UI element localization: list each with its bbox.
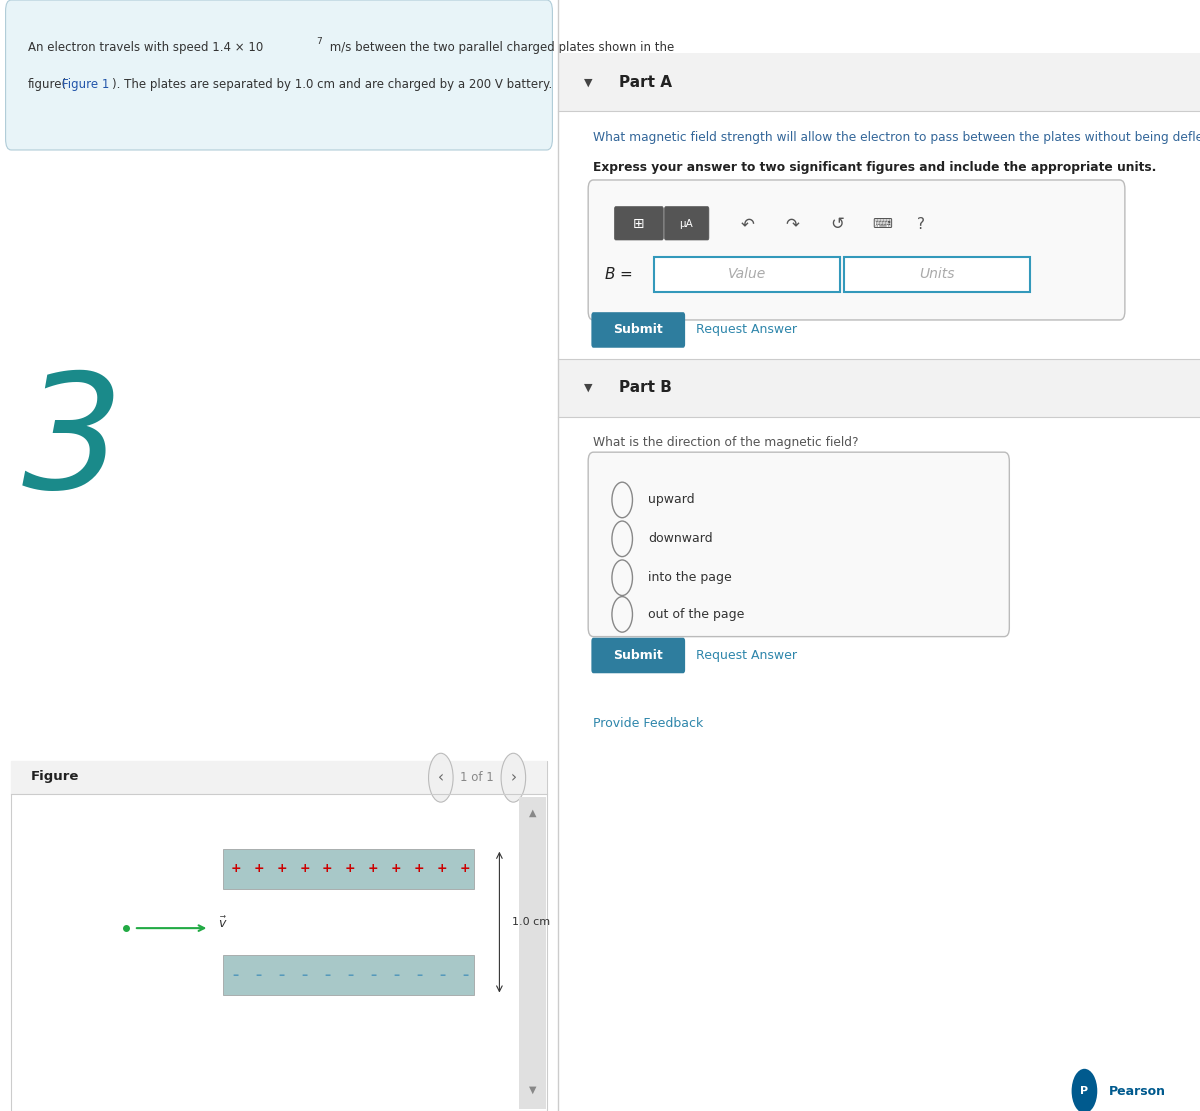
Text: –: –	[439, 969, 445, 982]
Text: –: –	[233, 969, 239, 982]
FancyBboxPatch shape	[592, 638, 685, 673]
FancyBboxPatch shape	[518, 797, 546, 1109]
Text: μA: μA	[679, 219, 694, 230]
Text: +: +	[414, 862, 425, 875]
Text: Submit: Submit	[613, 649, 664, 662]
Text: Request Answer: Request Answer	[696, 323, 797, 337]
FancyBboxPatch shape	[223, 849, 474, 889]
Text: Submit: Submit	[613, 323, 664, 337]
Text: Figure 1: Figure 1	[62, 78, 110, 91]
Text: –: –	[278, 969, 284, 982]
Circle shape	[502, 753, 526, 802]
Text: ⊞: ⊞	[634, 218, 644, 231]
Text: Units: Units	[919, 268, 954, 281]
Text: P: P	[1080, 1085, 1088, 1097]
FancyBboxPatch shape	[592, 312, 685, 348]
Text: ↺: ↺	[830, 216, 845, 233]
Text: ‹: ‹	[438, 770, 444, 785]
Text: +: +	[368, 862, 379, 875]
FancyBboxPatch shape	[6, 0, 552, 150]
Text: –: –	[394, 969, 400, 982]
Text: ›: ›	[510, 770, 516, 785]
Text: upward: upward	[648, 493, 695, 507]
Text: 7: 7	[317, 37, 322, 46]
Text: Express your answer to two significant figures and include the appropriate units: Express your answer to two significant f…	[593, 161, 1157, 174]
Text: –: –	[347, 969, 354, 982]
Text: ⌨: ⌨	[872, 218, 893, 231]
FancyBboxPatch shape	[558, 359, 1200, 417]
Text: +: +	[299, 862, 310, 875]
FancyBboxPatch shape	[614, 207, 664, 240]
FancyBboxPatch shape	[844, 257, 1030, 292]
Text: ▼: ▼	[528, 1084, 536, 1094]
FancyBboxPatch shape	[654, 257, 840, 292]
Text: +: +	[437, 862, 448, 875]
Text: ▼: ▼	[583, 382, 592, 393]
Text: An electron travels with speed 1.4 × 10: An electron travels with speed 1.4 × 10	[28, 41, 263, 54]
Text: Request Answer: Request Answer	[696, 649, 797, 662]
Text: –: –	[371, 969, 377, 982]
Text: –: –	[256, 969, 262, 982]
FancyBboxPatch shape	[665, 207, 709, 240]
Text: $\vec{v}$: $\vec{v}$	[217, 917, 227, 931]
Text: Figure: Figure	[31, 770, 79, 783]
Text: –: –	[301, 969, 307, 982]
FancyBboxPatch shape	[11, 761, 547, 1111]
Text: +: +	[460, 862, 470, 875]
Text: What is the direction of the magnetic field?: What is the direction of the magnetic fi…	[593, 436, 859, 449]
Text: ▼: ▼	[583, 77, 592, 88]
Text: figure(: figure(	[28, 78, 67, 91]
Text: 1 of 1: 1 of 1	[461, 771, 494, 784]
Circle shape	[1072, 1069, 1097, 1111]
Text: 3: 3	[22, 367, 124, 522]
Text: –: –	[462, 969, 468, 982]
FancyBboxPatch shape	[588, 452, 1009, 637]
Text: Part B: Part B	[619, 380, 672, 396]
Text: 1.0 cm: 1.0 cm	[511, 917, 550, 928]
Text: –: –	[416, 969, 422, 982]
FancyBboxPatch shape	[588, 180, 1124, 320]
Text: +: +	[391, 862, 402, 875]
Text: ?: ?	[917, 217, 925, 232]
Text: +: +	[346, 862, 355, 875]
Text: m/s between the two parallel charged plates shown in the: m/s between the two parallel charged pla…	[326, 41, 674, 54]
FancyBboxPatch shape	[223, 955, 474, 995]
Text: ↷: ↷	[785, 216, 799, 233]
Text: Part A: Part A	[619, 74, 672, 90]
Text: Provide Feedback: Provide Feedback	[593, 717, 703, 730]
Text: Value: Value	[728, 268, 767, 281]
Text: $B$ =: $B$ =	[605, 267, 632, 282]
Text: +: +	[276, 862, 287, 875]
Text: ). The plates are separated by 1.0 cm and are charged by a 200 V battery.: ). The plates are separated by 1.0 cm an…	[112, 78, 552, 91]
Text: What magnetic field strength will allow the electron to pass between the plates : What magnetic field strength will allow …	[593, 131, 1200, 144]
Text: +: +	[322, 862, 332, 875]
Text: into the page: into the page	[648, 571, 732, 584]
Text: out of the page: out of the page	[648, 608, 744, 621]
Circle shape	[428, 753, 454, 802]
Text: downward: downward	[648, 532, 713, 546]
Text: –: –	[324, 969, 330, 982]
Text: +: +	[253, 862, 264, 875]
Text: Pearson: Pearson	[1109, 1084, 1166, 1098]
Text: ▲: ▲	[528, 808, 536, 818]
FancyBboxPatch shape	[558, 53, 1200, 111]
Text: +: +	[230, 862, 241, 875]
Text: ↶: ↶	[740, 216, 755, 233]
FancyBboxPatch shape	[11, 761, 547, 794]
